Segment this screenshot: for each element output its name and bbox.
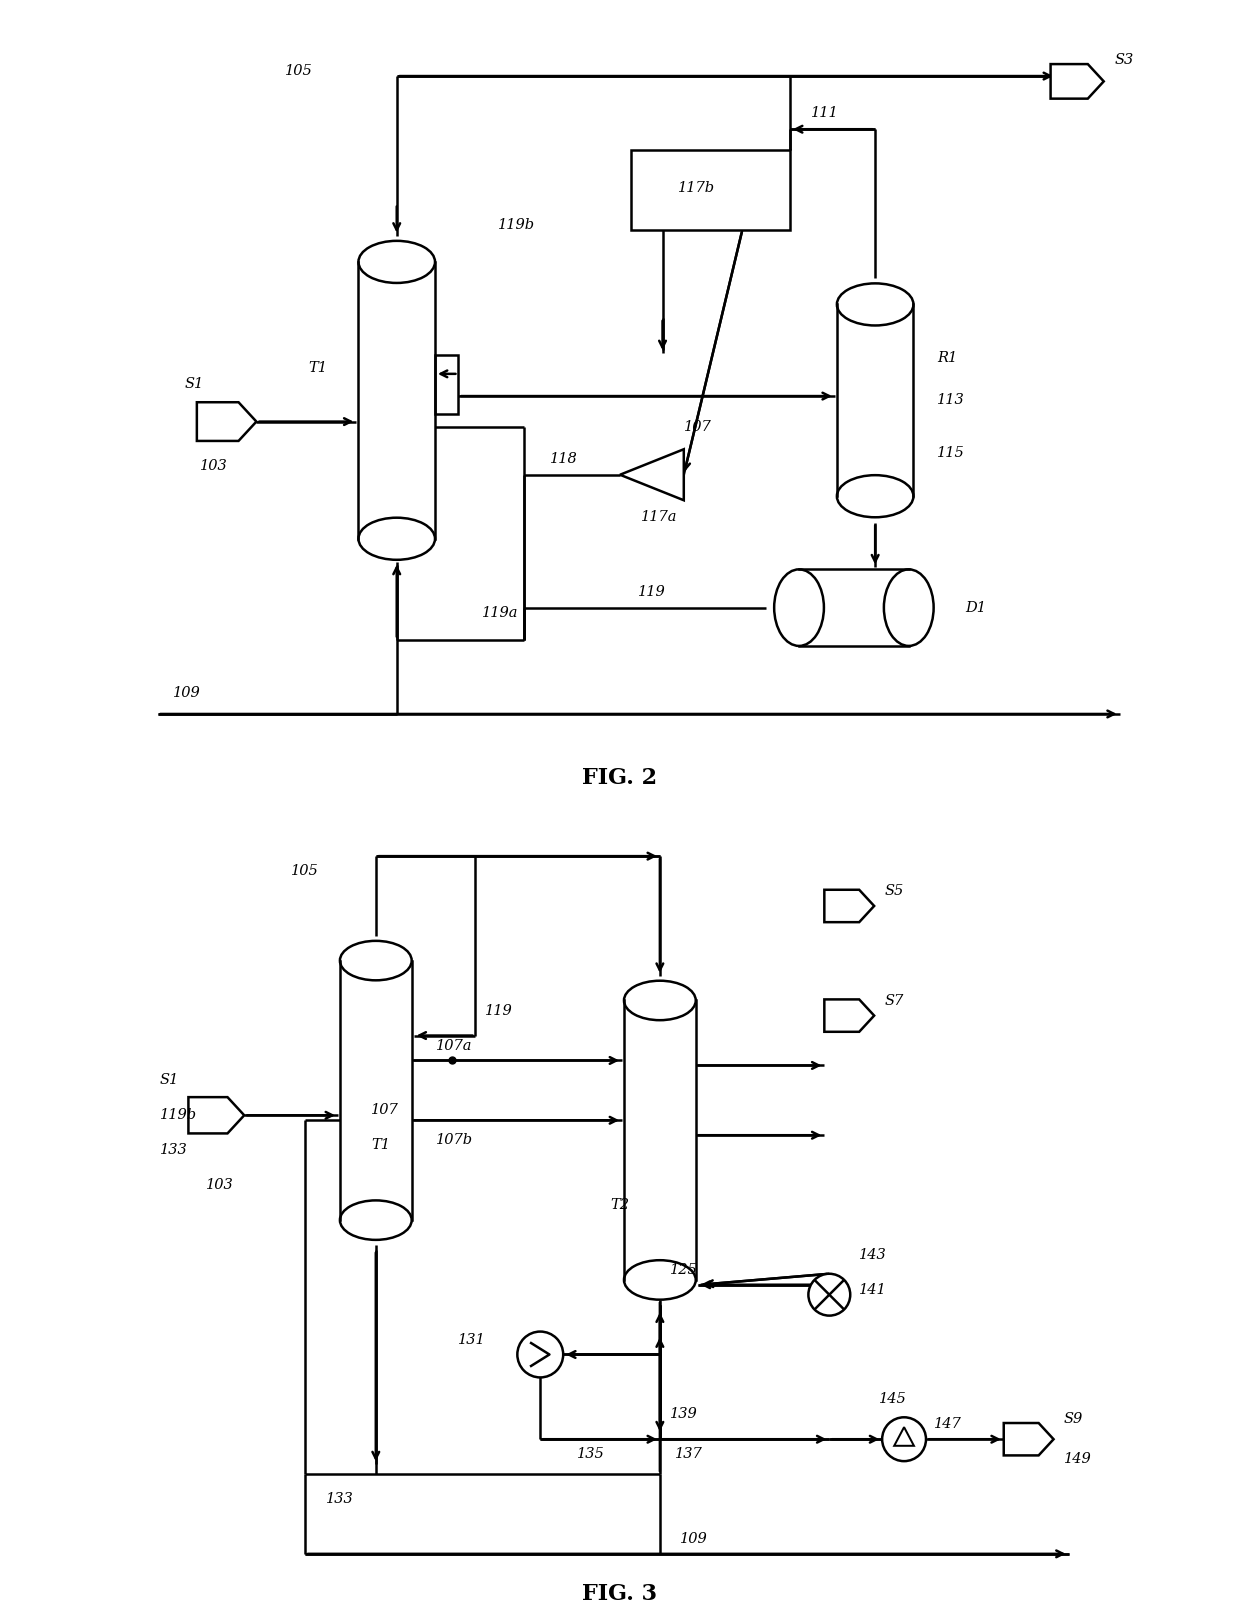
Text: FIG. 3: FIG. 3 [583, 1582, 657, 1605]
Text: 139: 139 [670, 1408, 698, 1422]
Text: 119a: 119a [482, 606, 518, 621]
Text: 105: 105 [291, 865, 319, 877]
Polygon shape [197, 402, 257, 441]
Ellipse shape [340, 1201, 412, 1239]
Text: 109: 109 [174, 685, 201, 700]
Polygon shape [837, 304, 914, 496]
Ellipse shape [624, 1260, 696, 1299]
Ellipse shape [340, 941, 412, 981]
Text: 119: 119 [485, 1004, 513, 1018]
Text: 147: 147 [934, 1417, 962, 1432]
Polygon shape [358, 262, 435, 538]
Ellipse shape [624, 981, 696, 1020]
Text: R1: R1 [937, 351, 957, 365]
Text: 137: 137 [675, 1448, 703, 1461]
Ellipse shape [837, 475, 914, 517]
Text: 131: 131 [458, 1333, 485, 1346]
Ellipse shape [774, 569, 823, 646]
Text: 111: 111 [811, 107, 839, 120]
Text: 113: 113 [937, 393, 965, 407]
Polygon shape [1050, 65, 1104, 99]
Text: 118: 118 [549, 452, 578, 465]
Text: 125: 125 [670, 1262, 698, 1277]
Text: 149: 149 [1064, 1453, 1091, 1466]
Circle shape [882, 1417, 926, 1461]
FancyBboxPatch shape [435, 356, 459, 414]
Text: S9: S9 [1064, 1412, 1083, 1427]
Text: 119b: 119b [497, 218, 534, 233]
Text: 119: 119 [639, 585, 666, 598]
Text: 115: 115 [937, 446, 965, 461]
Text: 119b: 119b [160, 1109, 197, 1122]
Text: 107: 107 [371, 1104, 398, 1117]
Text: T2: T2 [610, 1197, 629, 1212]
Polygon shape [799, 569, 909, 646]
Text: 109: 109 [680, 1532, 708, 1547]
Ellipse shape [837, 283, 914, 325]
Text: 107b: 107b [435, 1133, 472, 1147]
Polygon shape [825, 999, 874, 1031]
Polygon shape [894, 1427, 914, 1446]
Text: 117a: 117a [641, 511, 678, 524]
Text: 103: 103 [200, 459, 228, 473]
Text: S3: S3 [1115, 53, 1133, 68]
Polygon shape [624, 1000, 696, 1280]
Text: T1: T1 [371, 1138, 389, 1152]
Polygon shape [340, 960, 412, 1220]
Ellipse shape [358, 241, 435, 283]
Circle shape [517, 1332, 563, 1377]
Text: 145: 145 [879, 1393, 906, 1406]
FancyBboxPatch shape [631, 150, 790, 229]
Ellipse shape [358, 517, 435, 559]
Text: 133: 133 [326, 1492, 353, 1506]
Text: S7: S7 [884, 994, 904, 1008]
Text: 107a: 107a [435, 1039, 472, 1052]
Ellipse shape [884, 569, 934, 646]
Polygon shape [825, 890, 874, 923]
Text: 103: 103 [206, 1178, 234, 1193]
Text: 105: 105 [285, 63, 312, 78]
Text: 133: 133 [160, 1143, 187, 1157]
Text: S5: S5 [884, 884, 904, 898]
Text: 117b: 117b [678, 181, 715, 194]
Text: 135: 135 [578, 1448, 605, 1461]
Text: S1: S1 [184, 378, 203, 391]
Text: 107: 107 [683, 420, 712, 435]
Circle shape [808, 1273, 851, 1315]
Polygon shape [188, 1097, 244, 1133]
Text: 143: 143 [859, 1248, 887, 1262]
Polygon shape [620, 449, 683, 501]
Text: FIG. 2: FIG. 2 [583, 766, 657, 789]
Text: T1: T1 [309, 362, 327, 375]
Text: S1: S1 [160, 1073, 179, 1088]
Polygon shape [1003, 1424, 1054, 1456]
Text: D1: D1 [966, 601, 987, 614]
Text: 141: 141 [859, 1283, 887, 1296]
